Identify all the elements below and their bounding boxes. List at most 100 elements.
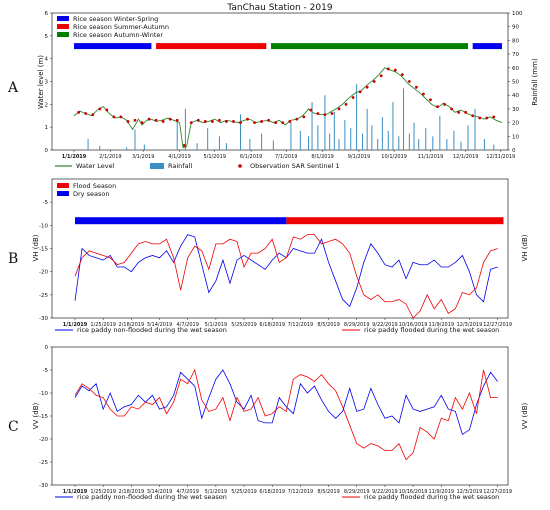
chart-c-xtick-label: 7/12/2019 — [288, 489, 314, 495]
chart-c-xtick-label: 8/29/2019 — [344, 489, 370, 495]
chart-b-xtick-label: 1/25/2019 — [90, 322, 116, 328]
rainfall-bar — [432, 136, 434, 150]
observation-point — [274, 121, 278, 124]
rainfall-bar — [366, 108, 368, 150]
observation-point — [471, 114, 475, 118]
panel-b-label: B — [8, 251, 18, 267]
observation-point — [98, 107, 102, 111]
chart-a-y2-ticks: 0 10 20 30 40 50 60 70 80 90 100 — [508, 11, 523, 154]
chart-b-xtick-label: 5/1/2019 — [205, 322, 227, 328]
chart-c-xtick-label: 9/22/2019 — [372, 489, 398, 495]
rainfall-bar — [207, 128, 209, 150]
chart-b-xtick-label: 5/25/2019 — [231, 322, 257, 328]
observation-point — [443, 102, 446, 106]
observation-point — [189, 121, 193, 124]
chart-a-season-legend: Rice season Winter-Spring Rice season Su… — [57, 15, 169, 39]
legend-marker-observation — [238, 164, 242, 168]
chart-c-xtick-label: 11/9/2019 — [428, 489, 454, 495]
observation-point — [77, 110, 81, 114]
observation-point — [147, 117, 151, 121]
observation-point — [323, 113, 327, 117]
chart-c-xtick-label: 1/1/2019 — [63, 489, 88, 495]
chart-c-xtick-label: 10/16/2019 — [399, 489, 428, 495]
chart-c-xtick-label: 2/18/2019 — [119, 489, 145, 495]
chart-a-y2-ytick-label: 100 — [512, 11, 523, 17]
rainfall-bar — [408, 133, 410, 150]
chart-b-xtick-label: 7/12/2019 — [288, 322, 314, 328]
rainfall-bar — [225, 143, 227, 150]
chart-c-xtick-label: 8/5/2019 — [317, 489, 339, 495]
panel-c-label: C — [8, 419, 19, 435]
chart-a-ytick-label: 1 — [45, 125, 49, 131]
legend-label-observation: Observation SAR Sentinel 1 — [250, 162, 340, 170]
rainfall-bar — [261, 133, 263, 150]
chart-b-ytick-label: -10 — [39, 223, 48, 229]
rainfall-bar — [333, 111, 335, 150]
chart-a-xtick-label: 10/1/2019 — [381, 154, 407, 160]
observation-point — [400, 73, 404, 77]
observation-point — [478, 116, 482, 120]
rainfall-bar — [344, 119, 346, 150]
chart-b-ytick-label: -30 — [39, 316, 48, 322]
chart-b-xtick-label: 3/14/2019 — [147, 322, 173, 328]
observation-point — [91, 113, 95, 117]
chart-b-season-bars — [75, 217, 504, 225]
rainfall-bar — [418, 139, 420, 150]
rainfall-bar — [460, 141, 462, 150]
chart-b-xtick-label: 10/16/2019 — [399, 322, 428, 328]
chart-a-y2-ytick-label: 70 — [512, 52, 519, 58]
observation-point — [436, 105, 439, 109]
legend-swatch-rainfall — [150, 163, 164, 169]
chart-a-y2label: Rainfall (mm) — [531, 58, 539, 106]
chart-a-xtick-label: 12/1/2019 — [453, 154, 479, 160]
chart-b: -5 -10 -15 -20 -25 -30 1/1/2019 1/25/2019 2/18/… — [32, 178, 529, 334]
observation-point — [337, 107, 341, 111]
rainfall-bar — [467, 125, 469, 150]
observation-point — [302, 115, 306, 119]
chart-c-y-ticks: 0 -5 -10 -15 -20 -25 -30 — [39, 345, 52, 489]
observation-point — [84, 112, 88, 115]
chart-a-y2-ytick-label: 40 — [512, 93, 519, 99]
rainfall-bar — [87, 139, 89, 150]
rainfall-bar — [377, 139, 379, 150]
rainfall-bar — [392, 102, 394, 150]
chart-a-y2-ytick-label: 0 — [512, 148, 516, 154]
observation-point — [485, 116, 489, 120]
chart-c-xtick-label: 1/25/2019 — [90, 489, 116, 495]
legend-label-water-level: Water Level — [76, 162, 115, 170]
rainfall-bar — [483, 139, 485, 150]
rainfall-bar — [361, 133, 363, 150]
rainfall-bar — [398, 136, 400, 150]
chart-b-ylabel: VH (dB) — [32, 234, 40, 261]
chart-a-rainfall-bars — [87, 84, 495, 150]
chart-a-ytick-label: 0 — [45, 148, 49, 154]
legend-swatch-dry-season — [57, 191, 69, 196]
observation-point — [239, 121, 242, 124]
legend-label-c-flooded: rice paddy flooded during the wet season — [364, 493, 499, 501]
chart-a-xtick-label: 7/1/2019 — [275, 154, 297, 160]
observation-point — [344, 102, 348, 106]
chart-b-season-legend: Flood Season Dry season — [57, 182, 116, 198]
chart-a-y2-ytick-label: 10 — [512, 134, 519, 140]
chart-a-xtick-label: 11/1/2019 — [418, 154, 444, 160]
chart-a-ytick-label: 6 — [45, 11, 49, 17]
observation-point — [316, 112, 320, 115]
observation-point — [429, 98, 432, 102]
chart-c-xtick-label: 3/14/2019 — [147, 489, 173, 495]
rainfall-bar — [308, 136, 310, 150]
observation-point — [203, 120, 207, 123]
chart-a-y-ticks: 0 1 2 3 4 5 6 — [45, 11, 52, 154]
chart-a-xtick-label: 1/1/2019 — [62, 154, 87, 160]
legend-label-b-non-flooded: rice paddy non-flooded during the wet se… — [77, 326, 227, 334]
observation-point — [253, 121, 256, 124]
legend-label-autumn-winter: Rice season Autumn-Winter — [73, 31, 163, 39]
chart-b-xtick-label: 9/22/2019 — [372, 322, 398, 328]
chart-b-xtick-label: 8/29/2019 — [344, 322, 370, 328]
chart-c-y2label: VV (dB) — [521, 402, 529, 429]
chart-b-ytick-label: -20 — [39, 270, 48, 276]
observation-point — [464, 110, 468, 114]
season-bar — [472, 43, 502, 50]
chart-c-xtick-label: 12/3/2019 — [457, 489, 483, 495]
observation-point — [260, 120, 264, 123]
